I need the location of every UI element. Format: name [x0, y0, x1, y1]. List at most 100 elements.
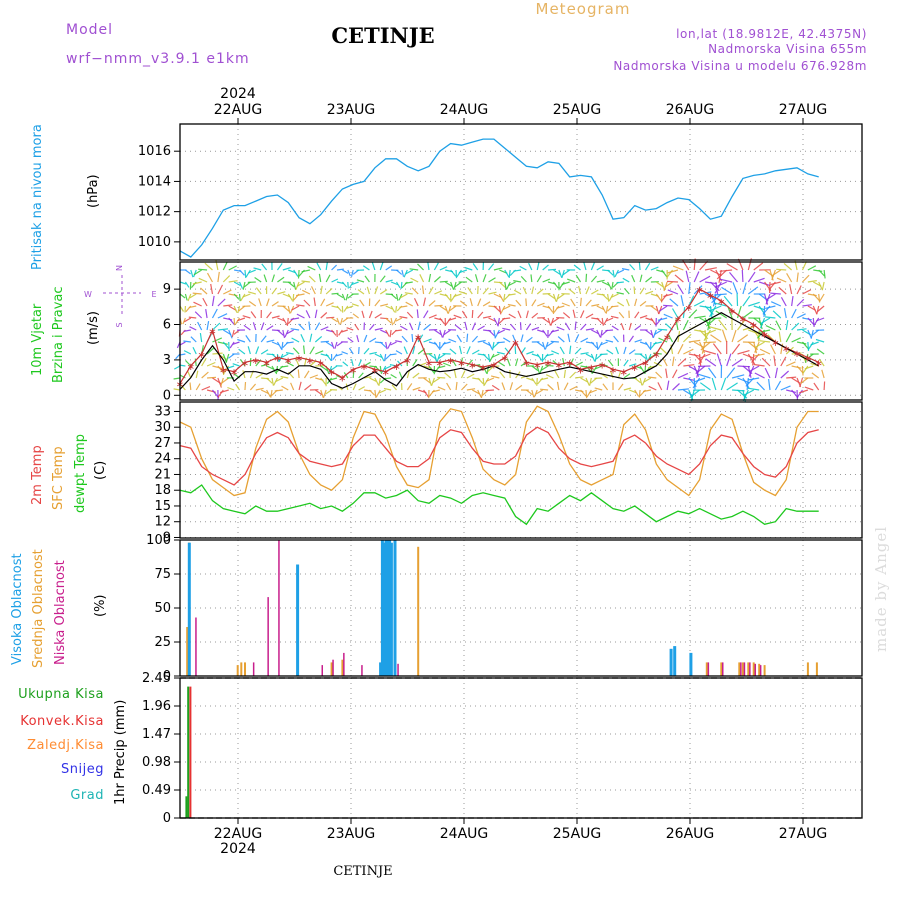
wind-arrow — [446, 382, 452, 391]
wind-arrow — [232, 363, 240, 367]
wind-arrow — [575, 274, 582, 283]
wind-arrow — [408, 322, 414, 331]
wind-arrow — [400, 293, 408, 299]
wind-arrow — [455, 381, 458, 391]
wind-arrow — [303, 370, 310, 379]
wind-arrow — [618, 311, 625, 319]
cloud-label-mid: Srednja Oblacnost — [31, 549, 46, 668]
wind-arrow — [662, 357, 668, 367]
wind-arrow — [439, 329, 443, 338]
wind-arrow — [270, 389, 273, 398]
wind-arrow — [385, 329, 390, 337]
wind-gust-marker: ∗ — [414, 332, 422, 343]
y-tick-label: 15 — [154, 499, 171, 514]
wind-arrow — [374, 377, 380, 386]
cloud-bar — [722, 662, 724, 676]
wind-arrow — [556, 305, 565, 309]
wind-arrow — [179, 341, 186, 346]
wind-arrow — [238, 348, 246, 355]
wind-arrow — [693, 341, 705, 349]
wind-arrow — [774, 380, 782, 391]
wind-arrow — [444, 293, 451, 301]
wind-arrow — [444, 281, 453, 287]
wind-arrow — [741, 269, 744, 283]
wind-arrow — [184, 281, 190, 288]
wind-arrow — [442, 329, 446, 338]
wind-arrow — [439, 341, 446, 349]
wind-arrow — [179, 293, 186, 299]
wind-arrow — [634, 298, 638, 307]
wind-arrow — [663, 313, 673, 319]
wind-arrow — [807, 341, 814, 350]
wind-arrow — [629, 389, 637, 394]
wind-arrow — [537, 302, 545, 307]
wind-arrow — [291, 305, 300, 311]
wind-arrow — [243, 324, 251, 331]
wind-arrow — [228, 329, 233, 339]
wind-arrow — [709, 305, 713, 319]
wind-arrow — [531, 326, 540, 331]
wind-arrow — [277, 276, 285, 283]
wind-arrow — [732, 282, 739, 295]
cloud-bar — [669, 648, 673, 676]
wind-arrow — [682, 333, 692, 343]
wind-arrow — [423, 338, 432, 343]
wind-arrow — [785, 361, 796, 367]
wind-arrow — [248, 300, 257, 307]
wind-arrow — [266, 298, 270, 307]
wind-arrow — [737, 319, 746, 331]
cloud-bar — [393, 540, 397, 676]
wind-arrow — [290, 317, 300, 321]
wind-arrow — [742, 295, 751, 307]
cloud-bar — [240, 662, 243, 676]
wind-arrow — [526, 377, 534, 382]
wind-arrow — [491, 384, 500, 391]
wind-arrow — [194, 311, 203, 319]
wind-arrow — [535, 389, 543, 395]
cloud-bar — [195, 617, 197, 676]
wind-arrow — [427, 261, 430, 271]
wind-arrow — [580, 352, 589, 355]
wind-arrow — [314, 309, 318, 319]
wind-arrow — [569, 358, 574, 367]
wind-gust-marker: ∗ — [360, 362, 368, 373]
wind-arrow — [222, 341, 230, 350]
wind-arrow — [667, 269, 679, 274]
station-title: CETINJE — [331, 23, 434, 48]
wind-gust-marker: ∗ — [815, 358, 823, 369]
wind-arrow — [726, 382, 738, 391]
wind-arrow — [698, 353, 706, 365]
cloud-bar — [749, 662, 751, 676]
wind-arrow — [562, 312, 571, 319]
wind-arrow — [599, 353, 608, 356]
wind-arrow — [180, 384, 186, 391]
wind-arrow — [601, 293, 609, 300]
wind-arrow — [804, 353, 809, 363]
wind-arrow — [288, 269, 296, 274]
wind-arrow — [693, 377, 706, 383]
wind-arrow — [694, 315, 706, 319]
wind-arrow — [770, 344, 776, 355]
wind-gust-marker: ∗ — [598, 361, 606, 372]
wind-arrow — [477, 311, 484, 319]
wind-arrow — [726, 263, 738, 271]
wind-arrow — [623, 359, 629, 367]
cloud-bar — [343, 652, 345, 676]
wind-gust-marker: ∗ — [392, 362, 400, 373]
wind-arrow — [228, 280, 238, 283]
wind-arrow — [416, 309, 419, 319]
wind-arrow — [428, 286, 434, 295]
wind-arrow — [237, 338, 246, 343]
wind-arrow — [672, 383, 680, 391]
wind-arrow — [320, 389, 324, 398]
wind-arrow — [303, 299, 311, 307]
wind-arrow — [399, 316, 408, 319]
wind-arrow — [282, 317, 288, 326]
cloud-bar — [747, 662, 750, 676]
wind-arrow — [474, 274, 479, 283]
precip-legend-conv: Konvek.Kisa — [20, 714, 104, 729]
y-tick-label: 3 — [163, 353, 171, 368]
top-day-label: 27AUG — [779, 102, 828, 118]
wind-arrow — [585, 273, 588, 283]
wind-arrow — [228, 265, 237, 271]
